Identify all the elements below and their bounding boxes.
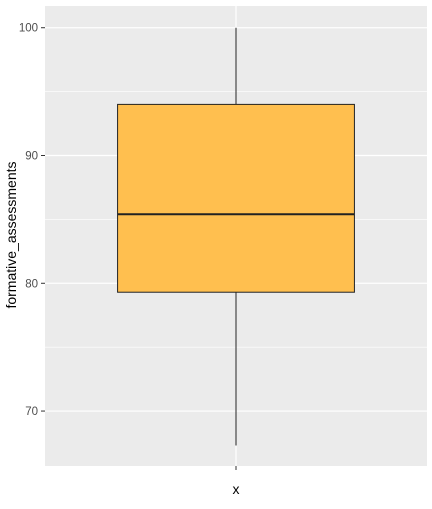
y-tick-label: 70 xyxy=(25,406,38,418)
y-tick-label: 80 xyxy=(25,278,38,290)
x-axis-title: x xyxy=(233,481,240,497)
y-tick-label: 90 xyxy=(25,151,38,163)
y-axis-title: formative_assessments xyxy=(3,161,19,308)
y-axis: 70 80 90 100 xyxy=(19,23,45,418)
box-group xyxy=(117,27,355,446)
y-tick-label: 100 xyxy=(19,23,38,35)
box-iqr xyxy=(117,103,355,293)
boxes-layer xyxy=(117,27,355,446)
